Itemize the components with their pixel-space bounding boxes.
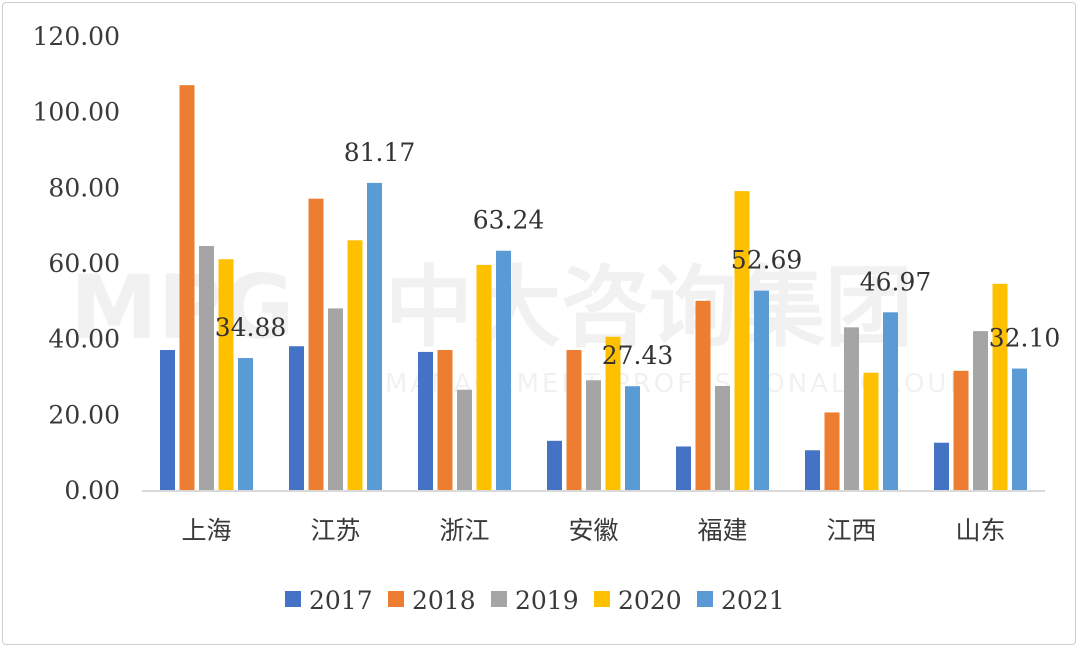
y-tick-label: 20.00 — [48, 400, 120, 429]
legend-label-2020: 2020 — [618, 586, 682, 615]
bar-2019-6 — [973, 331, 988, 490]
x-category-label: 浙江 — [439, 516, 489, 545]
bar-2021-3 — [625, 386, 640, 490]
legend-label-2019: 2019 — [515, 586, 579, 615]
bar-2019-0 — [199, 245, 214, 490]
y-tick-label: 40.00 — [48, 325, 120, 354]
bar-2020-4 — [734, 191, 750, 490]
bars — [160, 85, 1027, 490]
x-category-label: 上海 — [181, 516, 231, 545]
legend-swatch-2020 — [594, 591, 610, 607]
bar-2020-1 — [347, 240, 363, 490]
bar-2019-1 — [328, 308, 343, 490]
data-labels: 34.88 81.17 63.24 27.43 52.69 46.97 32.10 — [215, 138, 1061, 370]
bar-2017-4 — [676, 446, 691, 490]
bar-2020-3 — [605, 336, 621, 490]
data-label: 34.88 — [215, 313, 287, 342]
x-category-label: 江苏 — [310, 516, 360, 545]
bar-2021-5 — [883, 312, 898, 490]
legend-swatch-2017 — [285, 591, 301, 607]
legend-label-2018: 2018 — [412, 586, 476, 615]
bar-2017-1 — [289, 346, 304, 490]
bar-2019-5 — [844, 327, 859, 490]
x-category-label: 福建 — [697, 516, 747, 545]
bar-2017-0 — [160, 350, 175, 490]
x-category-label: 江西 — [826, 516, 876, 545]
legend-swatch-2019 — [491, 591, 507, 607]
bar-2018-4 — [695, 300, 711, 490]
bar-2019-4 — [715, 385, 730, 490]
bar-2021-2 — [496, 250, 511, 490]
bar-2021-6 — [1012, 368, 1027, 490]
data-label: 63.24 — [473, 206, 545, 235]
legend-swatch-2021 — [697, 591, 713, 607]
bar-2017-3 — [547, 440, 562, 490]
data-label: 46.97 — [860, 267, 932, 296]
y-tick-label: 0.00 — [64, 476, 120, 505]
y-axis: 0.00 20.00 40.00 60.00 80.00 100.00 120.00 — [33, 22, 120, 505]
data-label: 81.17 — [344, 138, 416, 167]
bar-2021-0 — [238, 358, 253, 490]
y-tick-label: 100.00 — [33, 98, 120, 127]
legend-label-2017: 2017 — [309, 586, 373, 615]
bar-2020-2 — [476, 264, 492, 490]
bar-2018-1 — [308, 198, 324, 490]
y-tick-label: 60.00 — [48, 249, 120, 278]
watermark-subtitle: MANAGEMENT PROFESSIONAL GROUP — [385, 369, 968, 399]
x-category-label: 山东 — [955, 516, 1005, 545]
data-label: 32.10 — [989, 324, 1061, 353]
bar-2019-2 — [457, 389, 472, 490]
bar-2017-5 — [805, 450, 820, 490]
bar-2018-0 — [179, 85, 195, 490]
bar-2019-3 — [586, 380, 601, 490]
bar-2020-0 — [218, 259, 234, 490]
bar-2018-3 — [566, 350, 582, 490]
bar-2017-2 — [418, 351, 433, 490]
x-category-label: 安徽 — [568, 516, 618, 545]
y-tick-label: 120.00 — [33, 22, 120, 51]
bar-2021-4 — [754, 290, 769, 490]
x-axis: 上海 江苏 浙江 安徽 福建 江西 山东 — [181, 516, 1005, 545]
data-label: 52.69 — [731, 246, 803, 275]
bar-2017-6 — [934, 442, 949, 490]
bar-2021-1 — [367, 182, 382, 490]
legend-label-2021: 2021 — [721, 586, 785, 615]
bar-2018-5 — [824, 412, 840, 490]
bar-2018-2 — [437, 350, 453, 490]
data-label: 27.43 — [602, 341, 674, 370]
legend: 2017 2018 2019 2020 2021 — [285, 586, 785, 615]
legend-swatch-2018 — [388, 591, 404, 607]
watermark-name: 中大咨询集团 — [385, 256, 913, 359]
bar-2018-6 — [953, 370, 969, 490]
y-tick-label: 80.00 — [48, 173, 120, 202]
bar-2020-5 — [863, 372, 879, 490]
bar-2020-6 — [992, 283, 1008, 490]
